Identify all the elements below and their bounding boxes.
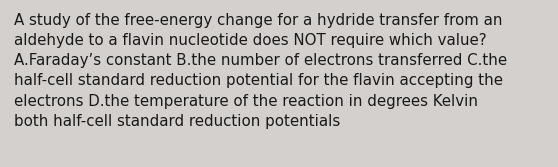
- Text: A study of the free-energy change for a hydride transfer from an
aldehyde to a f: A study of the free-energy change for a …: [14, 13, 507, 129]
